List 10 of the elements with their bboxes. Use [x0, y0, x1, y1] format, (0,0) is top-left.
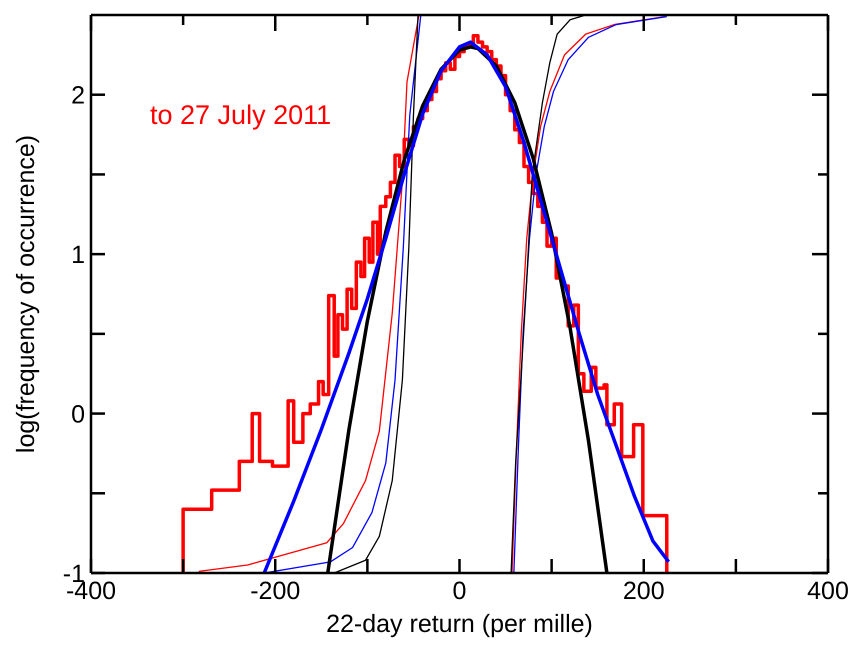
x-tick-label: 400 — [807, 577, 849, 605]
y-axis-title: log(frequency of occurrence) — [12, 134, 40, 454]
y-tick-label: 1 — [71, 241, 85, 270]
y-tick-label: 2 — [71, 82, 85, 110]
annotation: to 27 July 2011 — [150, 100, 332, 131]
x-tick-label: 200 — [622, 577, 665, 605]
x-tick-label: -200 — [250, 577, 300, 605]
x-tick-label: 0 — [452, 577, 466, 605]
x-axis-title: 22-day return (per mille) — [326, 610, 593, 638]
y-tick-label: 0 — [71, 400, 85, 429]
